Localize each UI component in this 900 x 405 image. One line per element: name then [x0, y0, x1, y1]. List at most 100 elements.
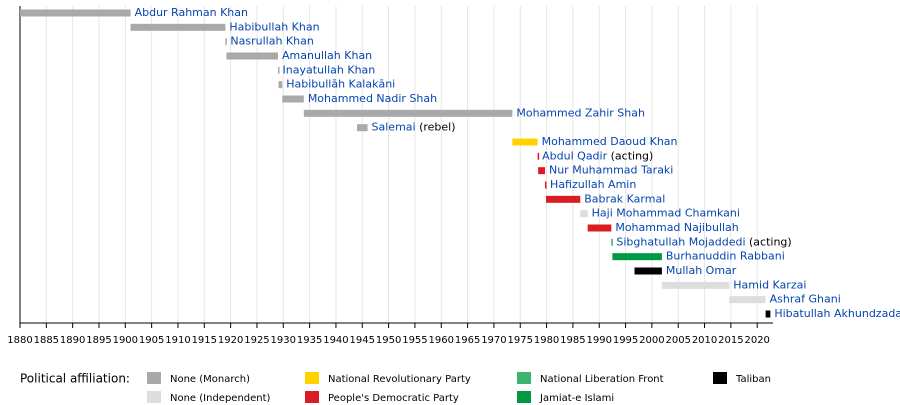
- legend-label: None (Monarch): [170, 374, 250, 385]
- bar: [634, 267, 662, 275]
- x-tick-label: 1915: [192, 335, 217, 346]
- bar: [544, 181, 547, 189]
- x-tick-label: 2000: [639, 335, 664, 346]
- x-tick-label: 1880: [7, 335, 32, 346]
- bar-label: Abdur Rahman Khan: [135, 6, 248, 19]
- x-tick-label: 2005: [665, 335, 690, 346]
- bar-label: Ashraf Ghani: [770, 293, 841, 306]
- leader-name: Hafizullah Amin: [550, 178, 636, 191]
- legend-label: People's Democratic Party: [328, 393, 459, 404]
- bar: [512, 138, 538, 146]
- x-tick-label: 1905: [139, 335, 164, 346]
- bar-label: Hafizullah Amin: [550, 178, 636, 191]
- bar: [538, 167, 545, 175]
- x-tick-label: 2015: [718, 335, 743, 346]
- legend-swatch: [517, 372, 531, 384]
- x-tick-label: 2010: [692, 335, 717, 346]
- leader-name: Hibatullah Akhundzada: [774, 307, 900, 320]
- bar-label: Haji Mohammad Chamkani: [592, 207, 740, 220]
- x-tick-label: 1970: [481, 335, 506, 346]
- legend-swatch: [713, 372, 727, 384]
- bar-label: Habibullah Khan: [229, 20, 319, 33]
- x-tick-label: 1935: [297, 335, 322, 346]
- legend-label: None (Independent): [170, 393, 271, 404]
- bar-label: Mohammed Zahir Shah: [516, 106, 645, 119]
- x-tick-label: 1895: [86, 335, 111, 346]
- x-tick-label: 1975: [508, 335, 533, 346]
- legend-label: National Revolutionary Party: [328, 374, 471, 385]
- x-tick-label: 1890: [60, 335, 85, 346]
- leader-name: Burhanuddin Rabbani: [666, 250, 785, 263]
- bar: [661, 281, 730, 289]
- legend-label: National Liberation Front: [540, 374, 664, 385]
- leader-name: Mohammed Daoud Khan: [542, 135, 678, 148]
- leader-note: (rebel): [419, 121, 455, 134]
- legend-swatch: [147, 372, 161, 384]
- bar-label: Babrak Karmal: [584, 192, 665, 205]
- leader-name: Nur Muhammad Taraki: [549, 164, 673, 177]
- x-tick-label: 1885: [34, 335, 59, 346]
- bar: [729, 296, 766, 304]
- x-tick-label: 1995: [613, 335, 638, 346]
- leader-name: Habibullāh Kalakāni: [286, 78, 395, 91]
- legend-label: Jamiat-e Islami: [539, 393, 614, 404]
- bar-label: Nur Muhammad Taraki: [549, 164, 673, 177]
- leader-name: Abdur Rahman Khan: [135, 6, 248, 19]
- bar-label: Amanullah Khan: [282, 49, 372, 62]
- bar: [580, 210, 588, 218]
- x-tick-label: 1960: [429, 335, 454, 346]
- bar-label: Nasrullah Khan: [230, 35, 313, 48]
- legend-swatch: [305, 391, 319, 403]
- legend-swatch: [305, 372, 319, 384]
- leader-name: Amanullah Khan: [282, 49, 372, 62]
- bar-label: Salemai (rebel): [372, 121, 456, 134]
- bar: [587, 224, 612, 232]
- bar: [357, 124, 368, 132]
- x-tick-label: 1945: [350, 335, 375, 346]
- leader-name: Hamid Karzai: [733, 278, 806, 291]
- bar: [546, 195, 581, 203]
- x-tick-label: 1985: [560, 335, 585, 346]
- bar: [226, 52, 279, 60]
- bar-label: Hibatullah Akhundzada: [774, 307, 900, 320]
- legend-title: Political affiliation:: [20, 372, 130, 386]
- leader-name: Nasrullah Khan: [230, 35, 313, 48]
- bar-label: Sibghatullah Mojaddedi (acting): [616, 235, 791, 248]
- bar: [278, 81, 283, 89]
- bar-label: Hamid Karzai: [733, 278, 806, 291]
- bar: [20, 9, 131, 17]
- x-tick-label: 1925: [244, 335, 269, 346]
- leader-name: Babrak Karmal: [584, 192, 665, 205]
- bar: [611, 238, 613, 246]
- bar: [612, 253, 662, 261]
- x-tick-label: 1920: [218, 335, 243, 346]
- x-tick-label: 1990: [587, 335, 612, 346]
- x-tick-label: 1940: [323, 335, 348, 346]
- x-tick-label: 1930: [271, 335, 296, 346]
- leader-name: Abdul Qadir: [542, 149, 607, 162]
- bar-label: Mohammed Daoud Khan: [542, 135, 678, 148]
- x-tick-label: 1910: [165, 335, 190, 346]
- leader-name: Haji Mohammad Chamkani: [592, 207, 740, 220]
- leader-note: (acting): [749, 235, 792, 248]
- legend-swatch: [147, 391, 161, 403]
- x-tick-label: 1900: [113, 335, 138, 346]
- leader-name: Sibghatullah Mojaddedi: [616, 235, 745, 248]
- bar: [282, 95, 304, 103]
- bar: [225, 38, 227, 46]
- legend-label: Taliban: [735, 374, 771, 385]
- leader-name: Mohammed Nadir Shah: [308, 92, 437, 105]
- x-tick-label: 2020: [744, 335, 769, 346]
- bar-label: Mullah Omar: [666, 264, 737, 277]
- bar-label: Inayatullah Khan: [283, 63, 376, 76]
- bar: [765, 310, 771, 318]
- x-tick-label: 1955: [402, 335, 427, 346]
- leader-name: Salemai: [372, 121, 416, 134]
- bar: [130, 23, 226, 31]
- leader-note: (acting): [611, 149, 654, 162]
- bar-label: Abdul Qadir (acting): [542, 149, 653, 162]
- bar: [278, 66, 280, 74]
- leader-name: Mohammed Zahir Shah: [516, 106, 645, 119]
- bar-label: Habibullāh Kalakāni: [286, 78, 395, 91]
